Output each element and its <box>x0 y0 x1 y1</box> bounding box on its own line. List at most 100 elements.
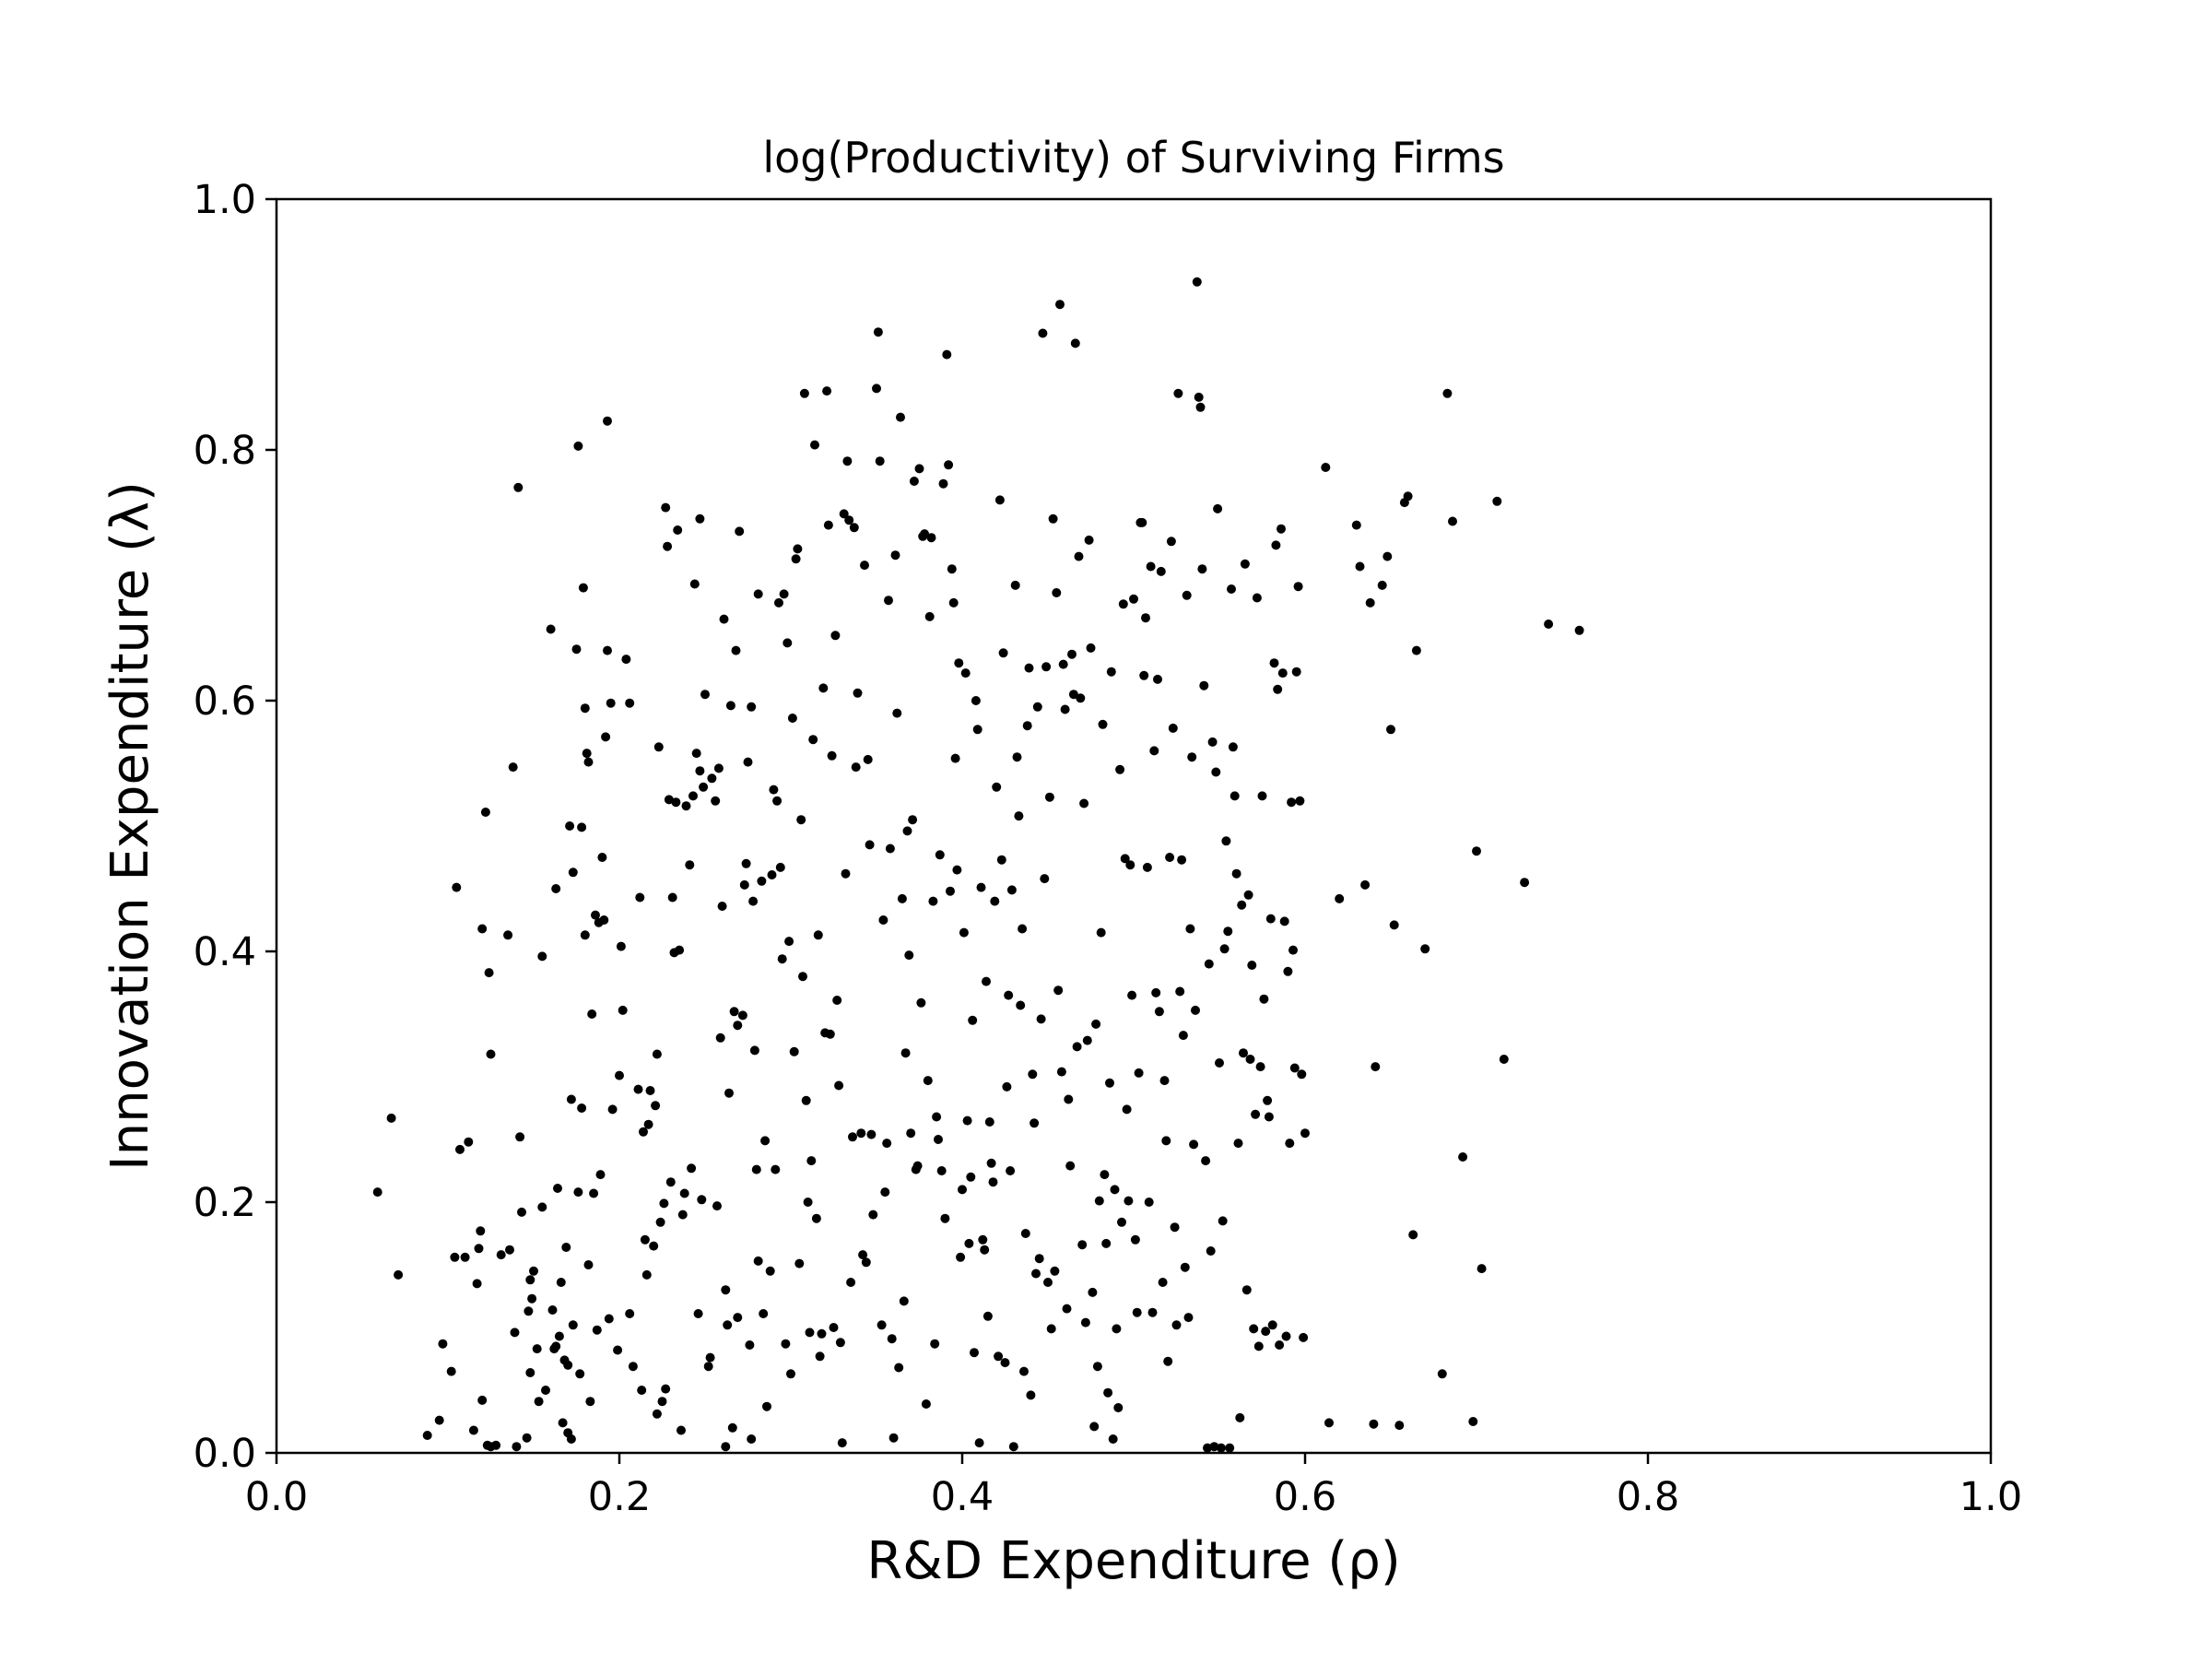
data-point <box>565 821 575 831</box>
data-point <box>591 910 600 920</box>
data-point <box>1185 924 1195 934</box>
data-point <box>1230 791 1240 801</box>
data-point <box>450 1252 460 1262</box>
data-point <box>635 892 645 903</box>
data-point <box>1499 1055 1509 1064</box>
data-point <box>1219 944 1230 954</box>
data-point <box>664 795 674 805</box>
data-point <box>713 763 724 773</box>
data-point <box>1189 1139 1199 1150</box>
data-point <box>888 1433 899 1443</box>
y-tick-label: 0.0 <box>194 1431 256 1477</box>
data-point <box>1080 1317 1090 1328</box>
data-point <box>849 523 859 533</box>
data-point <box>671 797 681 808</box>
data-point <box>1125 860 1135 870</box>
data-point <box>665 1177 676 1187</box>
data-point <box>1285 1139 1295 1149</box>
data-point <box>748 896 759 906</box>
data-point <box>1086 643 1096 653</box>
data-point <box>897 893 907 903</box>
data-point <box>1277 524 1286 534</box>
data-point <box>597 853 607 862</box>
data-point <box>661 1384 671 1394</box>
data-point <box>1036 1014 1046 1024</box>
x-tick-label: 1.0 <box>1959 1474 2022 1520</box>
data-point <box>1231 868 1241 879</box>
data-point <box>912 1161 923 1171</box>
data-point <box>1253 1341 1264 1351</box>
data-point <box>1094 1196 1104 1206</box>
data-point <box>1149 746 1159 756</box>
data-point <box>537 1202 547 1212</box>
data-point <box>546 624 556 634</box>
data-point <box>743 757 753 767</box>
data-point <box>964 1238 974 1248</box>
data-point <box>863 754 873 764</box>
data-point <box>603 416 612 426</box>
data-point <box>753 1256 763 1266</box>
data-point <box>1394 1421 1405 1431</box>
data-point <box>640 1234 650 1245</box>
data-point <box>1022 721 1032 731</box>
data-point <box>1156 566 1166 576</box>
data-point <box>1197 564 1207 574</box>
data-point <box>1237 900 1247 910</box>
data-point <box>848 1132 857 1142</box>
data-point <box>741 858 751 868</box>
data-point <box>1060 704 1070 714</box>
data-point <box>689 579 700 589</box>
data-point <box>880 1187 890 1198</box>
data-point <box>1288 945 1298 955</box>
data-point <box>793 544 803 554</box>
data-point <box>452 882 462 892</box>
data-point <box>808 735 818 745</box>
data-point <box>1004 990 1014 1000</box>
data-point <box>1144 1198 1154 1207</box>
data-point <box>699 782 709 792</box>
data-point <box>1041 662 1052 672</box>
data-point <box>782 638 793 648</box>
data-point <box>1261 1327 1271 1337</box>
data-point <box>553 1184 562 1193</box>
data-point <box>799 388 809 398</box>
data-point <box>954 658 964 668</box>
data-point <box>503 930 513 940</box>
data-point <box>719 614 729 624</box>
data-point <box>661 502 671 513</box>
data-point <box>1365 597 1375 608</box>
data-point <box>1520 878 1530 888</box>
data-point <box>1076 693 1086 703</box>
data-point <box>571 644 582 655</box>
data-point <box>837 1438 847 1448</box>
data-point <box>789 1046 799 1056</box>
data-point <box>822 386 832 396</box>
data-point <box>1100 1170 1110 1180</box>
data-point <box>1122 1104 1132 1115</box>
data-point <box>705 1352 715 1363</box>
data-point <box>717 902 727 911</box>
data-point <box>920 529 930 539</box>
data-point <box>803 1198 813 1207</box>
data-point <box>386 1113 396 1123</box>
y-tick-label: 0.2 <box>194 1180 256 1226</box>
data-point <box>657 1397 667 1407</box>
data-point <box>681 801 691 811</box>
data-point <box>529 1266 538 1276</box>
data-point <box>534 1397 544 1407</box>
data-point <box>1077 1240 1088 1250</box>
data-point <box>582 749 592 759</box>
data-point <box>554 1331 564 1341</box>
data-point <box>510 1328 520 1338</box>
data-point <box>950 753 960 763</box>
data-point <box>1129 594 1138 604</box>
data-point <box>992 782 1002 792</box>
data-point <box>1043 1278 1053 1287</box>
data-point <box>1106 667 1116 677</box>
data-point <box>525 1275 535 1285</box>
data-point <box>900 1048 911 1058</box>
data-point <box>1101 1238 1112 1248</box>
data-point <box>1137 517 1147 527</box>
data-point <box>1273 684 1283 694</box>
